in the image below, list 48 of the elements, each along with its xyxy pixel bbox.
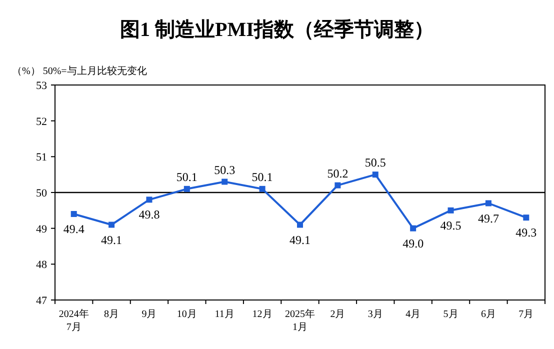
x-tick-label: 9月 [142, 309, 157, 320]
y-tick-label: 47 [36, 295, 48, 307]
point [70, 211, 77, 217]
point [410, 225, 416, 232]
x-tick-label: 10月 [176, 309, 197, 320]
data-label: 49.0 [402, 236, 424, 250]
point [372, 172, 378, 178]
x-tick-label: 12月 [252, 309, 272, 320]
point [485, 200, 492, 206]
y-tick-label: 48 [36, 259, 48, 272]
x-tick-label: 2月 [330, 309, 346, 320]
y-tick-label: 53 [36, 80, 48, 92]
data-label: 49.5 [440, 218, 462, 232]
data-label: 49.7 [478, 211, 499, 226]
point [146, 196, 152, 203]
chart-title: 图1 制造业PMI指数（经季节调整） [120, 18, 434, 41]
data-label: 49.1 [101, 232, 122, 247]
data-label: 50.1 [252, 170, 273, 184]
point [523, 214, 530, 221]
data-label: 50.3 [214, 162, 236, 177]
x-tick-label: 3月 [368, 309, 383, 320]
x-tick-label: 5月 [443, 309, 458, 320]
point [448, 207, 454, 214]
x-tick-label: 11月 [214, 309, 234, 320]
y-tick-label: 50 [36, 188, 48, 200]
x-tick-label: 2024年 7月 [58, 308, 89, 333]
point [259, 186, 266, 192]
point [222, 178, 228, 185]
point [297, 222, 303, 228]
data-label: 49.1 [290, 232, 310, 247]
x-tick-label: 2025年 1月 [285, 308, 315, 333]
chart-subtitle: （%） 50%=与上月比较无变化 [12, 65, 147, 77]
y-tick-label: 52 [36, 116, 47, 128]
point [108, 222, 115, 228]
data-label: 50.1 [176, 170, 198, 184]
point [184, 186, 190, 192]
x-tick-label: 6月 [480, 309, 496, 320]
x-tick-label: 8月 [104, 309, 120, 320]
data-label: 50.5 [364, 156, 386, 170]
data-label: 50.2 [327, 166, 348, 180]
data-label: 49.4 [63, 222, 84, 236]
x-tick-label: 7月 [518, 309, 534, 320]
x-tick-label: 4月 [406, 309, 421, 320]
y-tick-label: 51 [36, 152, 47, 164]
point [334, 182, 341, 188]
y-tick-label: 49 [36, 223, 48, 236]
data-label: 49.3 [516, 226, 537, 240]
data-label: 49.8 [138, 208, 160, 222]
